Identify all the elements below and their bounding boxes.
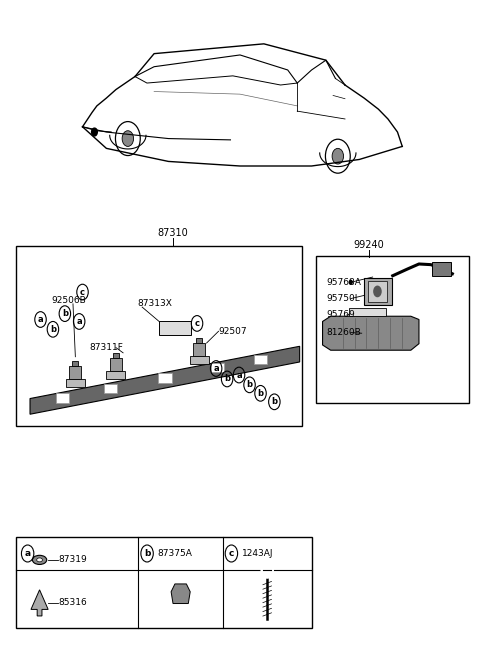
FancyBboxPatch shape: [16, 537, 312, 628]
Circle shape: [373, 285, 382, 297]
Text: a: a: [38, 315, 43, 324]
Text: 87310: 87310: [158, 228, 189, 238]
Circle shape: [92, 128, 97, 136]
Polygon shape: [30, 346, 300, 414]
FancyBboxPatch shape: [196, 338, 203, 343]
Text: 81260B: 81260B: [327, 328, 361, 337]
Text: 1243AJ: 1243AJ: [242, 549, 274, 558]
FancyBboxPatch shape: [110, 358, 122, 371]
Polygon shape: [31, 590, 48, 616]
Text: 92507: 92507: [218, 327, 247, 336]
Text: 92506B: 92506B: [51, 296, 86, 305]
Text: c: c: [194, 319, 200, 328]
FancyBboxPatch shape: [104, 384, 117, 394]
FancyBboxPatch shape: [316, 256, 469, 403]
Text: a: a: [24, 549, 31, 558]
Text: b: b: [224, 375, 230, 384]
Text: 87319: 87319: [59, 556, 87, 564]
Text: 99240: 99240: [353, 239, 384, 250]
Text: 87375A: 87375A: [157, 549, 192, 558]
Polygon shape: [171, 584, 190, 604]
FancyBboxPatch shape: [432, 262, 451, 276]
FancyBboxPatch shape: [113, 353, 119, 358]
Circle shape: [332, 148, 344, 164]
Text: c: c: [229, 549, 234, 558]
Text: 85316: 85316: [59, 598, 87, 607]
FancyBboxPatch shape: [16, 247, 302, 426]
Text: b: b: [62, 309, 68, 318]
FancyBboxPatch shape: [69, 366, 82, 379]
Circle shape: [261, 561, 274, 578]
FancyBboxPatch shape: [72, 361, 78, 366]
FancyBboxPatch shape: [159, 321, 192, 335]
Text: b: b: [247, 380, 252, 389]
Text: a: a: [76, 317, 82, 326]
FancyBboxPatch shape: [368, 281, 387, 302]
FancyBboxPatch shape: [158, 373, 172, 382]
Circle shape: [349, 280, 352, 284]
Text: c: c: [80, 287, 85, 297]
FancyBboxPatch shape: [107, 371, 125, 379]
Text: b: b: [144, 549, 150, 558]
Text: a: a: [213, 364, 219, 373]
Text: a: a: [236, 371, 242, 380]
Text: 95750L: 95750L: [327, 294, 360, 303]
FancyBboxPatch shape: [254, 355, 267, 364]
Text: 87313X: 87313X: [137, 298, 172, 308]
Text: 87311F: 87311F: [90, 343, 123, 352]
Ellipse shape: [36, 558, 42, 562]
FancyBboxPatch shape: [364, 277, 392, 305]
Ellipse shape: [33, 556, 47, 564]
FancyBboxPatch shape: [349, 308, 386, 316]
FancyBboxPatch shape: [190, 356, 209, 365]
Text: b: b: [271, 398, 277, 406]
Text: 95768A: 95768A: [327, 277, 362, 287]
FancyBboxPatch shape: [211, 363, 224, 373]
Text: 95769: 95769: [327, 310, 356, 319]
FancyBboxPatch shape: [56, 394, 69, 403]
Circle shape: [122, 131, 133, 146]
Text: b: b: [258, 389, 264, 398]
Polygon shape: [323, 316, 419, 350]
Text: b: b: [50, 325, 56, 334]
FancyBboxPatch shape: [193, 343, 205, 356]
FancyBboxPatch shape: [66, 379, 85, 387]
